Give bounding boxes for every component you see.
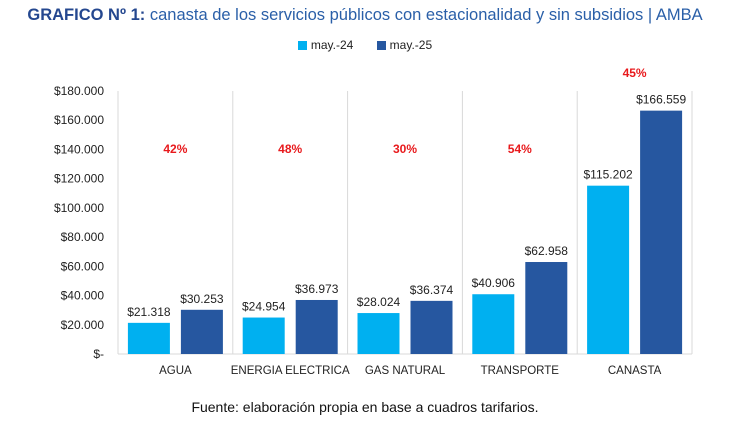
legend-swatch-may25 <box>376 41 386 50</box>
data-label: $36.973 <box>295 282 339 296</box>
y-tick-label: $20.000 <box>61 318 105 332</box>
bar-may24 <box>127 322 170 354</box>
source-footnote: Fuente: elaboración propia en base a cua… <box>191 399 539 415</box>
y-tick-label: $60.000 <box>61 259 105 273</box>
bar-may24 <box>357 313 400 354</box>
bar-may25 <box>410 300 453 354</box>
bar-may25 <box>640 110 683 354</box>
change-percentage-annotation: 48% <box>278 142 302 156</box>
change-percentage-annotation: 30% <box>393 142 417 156</box>
x-tick-label: GAS NATURAL <box>365 365 446 377</box>
legend-swatch-may24 <box>297 41 307 50</box>
bar-may25 <box>180 309 223 354</box>
y-tick-label: $40.000 <box>61 289 105 303</box>
legend-item-may24: may.-24 <box>297 38 354 52</box>
data-label: $62.958 <box>525 244 569 258</box>
data-label: $36.374 <box>410 283 454 297</box>
legend: may.-24 may.-25 <box>0 38 730 52</box>
y-tick-label: $80.000 <box>61 230 105 244</box>
data-label: $166.559 <box>636 93 686 107</box>
y-tick-label: $180.000 <box>54 84 104 98</box>
legend-label: may.-25 <box>389 38 433 52</box>
y-tick-label: $- <box>93 347 104 361</box>
x-tick-label: ENERGIA ELECTRICA <box>231 365 350 377</box>
chart-title: GRAFICO Nº 1: canasta de los servicios p… <box>0 6 730 25</box>
change-percentage-annotation: 45% <box>623 66 647 80</box>
x-tick-label: CANASTA <box>608 365 662 377</box>
data-label: $30.253 <box>180 292 224 306</box>
change-percentage-annotation: 42% <box>163 142 187 156</box>
bar-may24 <box>472 294 515 354</box>
y-tick-label: $160.000 <box>54 113 104 127</box>
y-tick-label: $100.000 <box>54 201 104 215</box>
legend-label: may.-24 <box>310 38 354 52</box>
x-tick-label: TRANSPORTE <box>481 365 560 377</box>
legend-item-may25: may.-25 <box>376 38 433 52</box>
change-percentage-annotation: 54% <box>508 142 532 156</box>
data-label: $28.024 <box>357 295 401 309</box>
data-label: $24.954 <box>242 300 286 314</box>
y-tick-label: $120.000 <box>54 172 104 186</box>
bar-may24 <box>242 317 285 354</box>
data-label: $115.202 <box>584 168 633 182</box>
chart-title-text: canasta de los servicios públicos con es… <box>145 6 703 24</box>
bar-may25 <box>525 262 568 354</box>
chart-title-prefix: GRAFICO Nº 1: <box>27 6 146 24</box>
data-label: $40.906 <box>472 276 516 290</box>
y-tick-label: $140.000 <box>54 142 104 156</box>
x-tick-label: AGUA <box>159 365 192 377</box>
bar-may25 <box>295 299 338 354</box>
data-label: $21.318 <box>127 305 171 319</box>
bar-may24 <box>587 185 630 354</box>
